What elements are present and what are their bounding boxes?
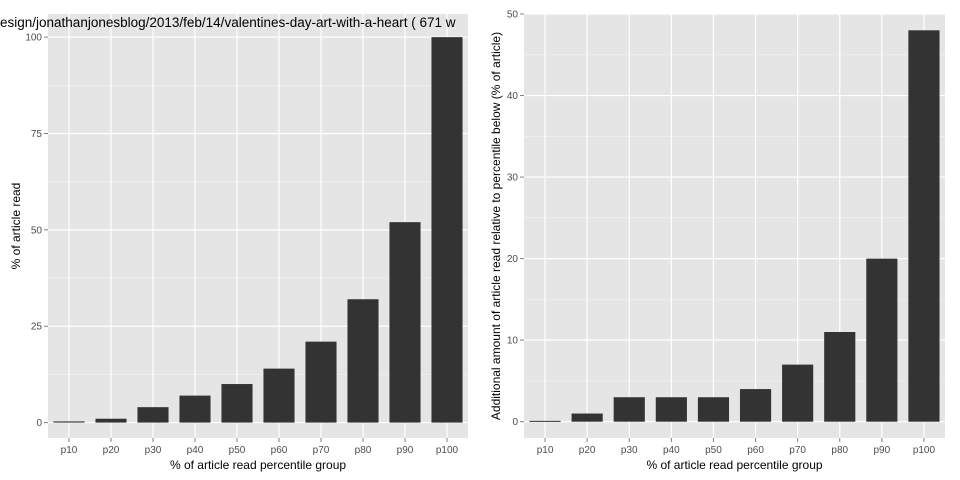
x-tick-label: p60 (747, 445, 764, 456)
y-tick-label: 75 (31, 129, 43, 140)
y-tick-label: 0 (36, 418, 42, 429)
x-tick-label: p10 (537, 445, 554, 456)
y-tick-label: 20 (507, 254, 519, 265)
bar-p70 (305, 341, 337, 423)
x-axis-title: % of article read percentile group (170, 458, 346, 472)
y-tick-label: 0 (512, 417, 518, 428)
x-tick-label: p60 (271, 445, 288, 456)
bar-p90 (389, 222, 421, 423)
bar-p90 (866, 258, 898, 422)
chart-left: 0 25 50 75 100 p10 p20 p30 p40 p50 p60 p70 p80 p90 p10… (0, 14, 468, 472)
x-tick-label: p20 (579, 445, 596, 456)
x-tick-label: p70 (789, 445, 806, 456)
bar-p100 (431, 37, 463, 423)
y-axis-title: Additional amount of article read relati… (489, 32, 503, 420)
bar-p10 (53, 421, 85, 423)
x-tick-label: p80 (831, 445, 848, 456)
bar-p80 (347, 299, 379, 423)
x-tick-label: p90 (874, 445, 891, 456)
y-tick-label: 40 (507, 91, 519, 102)
bar-p40 (179, 395, 211, 423)
y-axis-title: % of article read (9, 183, 23, 270)
x-tick-label: p40 (187, 445, 204, 456)
bar-p50 (221, 384, 253, 423)
x-tick-label: p30 (145, 445, 162, 456)
bar-p40 (655, 397, 687, 422)
y-tick-label: 30 (507, 173, 519, 184)
bar-p20 (571, 413, 603, 422)
chart-title: esign/jonathanjonesblog/2013/feb/14/vale… (0, 15, 456, 30)
y-tick-label: 10 (507, 336, 519, 347)
x-tick-label: p100 (436, 445, 459, 456)
x-tick-label: p80 (355, 445, 372, 456)
x-tick-label: p40 (663, 445, 680, 456)
x-tick-label: p30 (621, 445, 638, 456)
y-tick-label: 100 (25, 33, 42, 44)
bar-p30 (613, 397, 645, 422)
bar-p30 (137, 407, 169, 423)
y-tick-label: 25 (31, 322, 43, 333)
x-tick-label: p100 (913, 445, 936, 456)
x-tick-label: p20 (103, 445, 120, 456)
x-axis-title: % of article read percentile group (646, 458, 822, 472)
x-tick-label: p50 (229, 445, 246, 456)
bar-p70 (782, 364, 814, 422)
bar-p80 (824, 332, 856, 422)
y-tick-label: 50 (507, 10, 519, 21)
chart-right: 0 10 20 30 40 50 p10 p20 p30 p40 p50 p60 p70 p80 p90 p1… (489, 10, 945, 472)
x-tick-label: p50 (705, 445, 722, 456)
bar-p20 (95, 418, 127, 423)
y-tick-label: 50 (31, 225, 43, 236)
bar-p60 (739, 389, 772, 422)
panel-separator (468, 0, 474, 14)
bar-p10 (529, 420, 561, 422)
x-tick-label: p10 (61, 445, 78, 456)
bar-p100 (908, 30, 940, 422)
bar-p50 (697, 397, 730, 422)
x-tick-label: p70 (313, 445, 330, 456)
bar-p60 (263, 368, 295, 423)
x-tick-label: p90 (397, 445, 414, 456)
